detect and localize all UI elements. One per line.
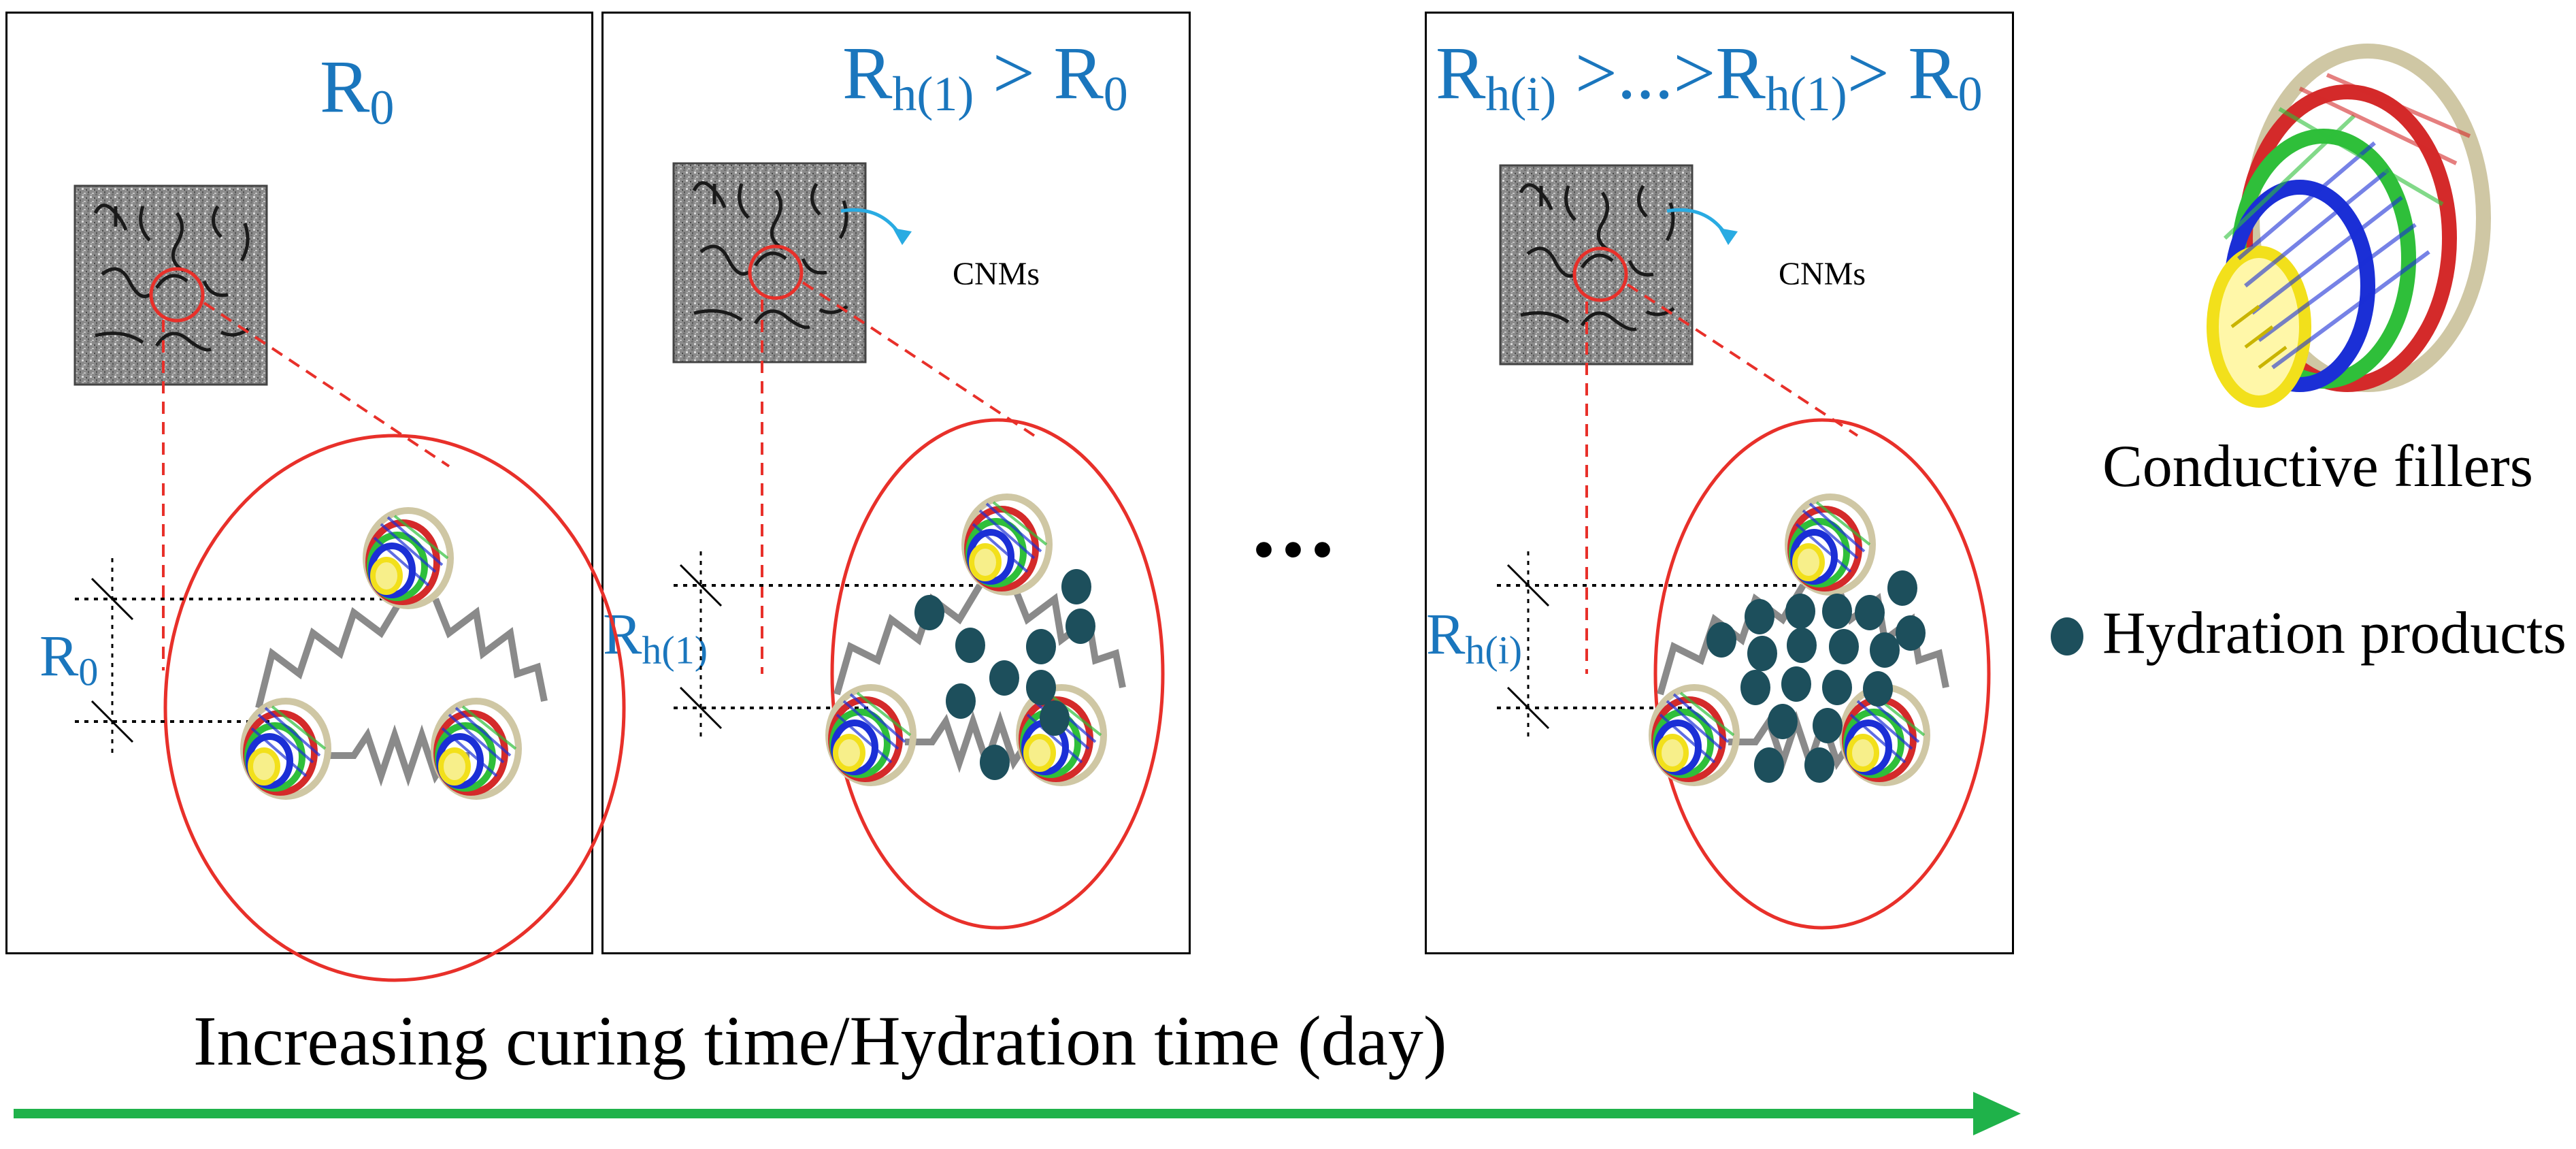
hydration-legend-dot bbox=[2051, 617, 2083, 656]
panel-hydration-i bbox=[1425, 12, 2014, 954]
resistance-label-1: R0 bbox=[39, 623, 99, 694]
panel-3-title: Rh(i) >...>Rh(1)> R0 bbox=[1436, 31, 1983, 121]
panel-1-title: R0 bbox=[320, 45, 395, 135]
resistance-label-2: Rh(1) bbox=[603, 601, 708, 673]
ellipsis: ... bbox=[1252, 472, 1340, 577]
cnms-label-2: CNMs bbox=[1779, 256, 1866, 292]
time-axis-label: Increasing curing time/Hydration time (d… bbox=[193, 1002, 1447, 1080]
resistance-label-3: Rh(i) bbox=[1426, 601, 1523, 673]
legend-hydration-label: Hydration products bbox=[2102, 600, 2566, 666]
panel-initial bbox=[5, 12, 593, 954]
cnms-label-1: CNMs bbox=[953, 256, 1040, 292]
panel-hydration-1 bbox=[601, 12, 1191, 954]
time-arrow-head bbox=[1973, 1092, 2021, 1135]
conductive-filler-icon bbox=[2207, 44, 2491, 408]
panel-2-title: Rh(1) > R0 bbox=[842, 31, 1128, 121]
legend-fillers-label: Conductive fillers bbox=[2102, 434, 2533, 500]
